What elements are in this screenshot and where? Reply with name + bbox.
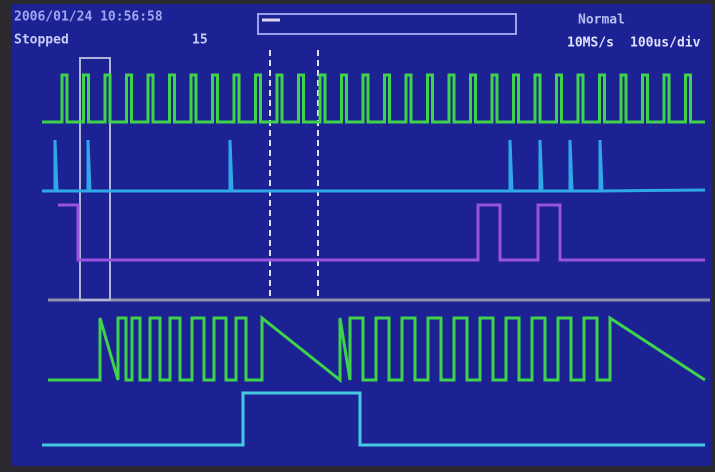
trace — [42, 391, 705, 447]
count: 15 — [192, 33, 208, 48]
trace — [42, 139, 706, 193]
traces — [42, 73, 706, 447]
record-bar — [257, 13, 517, 35]
sample-rate: 10MS/s — [567, 36, 614, 51]
trace — [42, 73, 705, 124]
time-div: 100us/div — [630, 36, 701, 51]
trace — [48, 314, 706, 384]
status: Stopped — [14, 33, 69, 48]
trace — [58, 203, 705, 262]
zoom-box — [79, 57, 111, 301]
mode: Normal — [578, 13, 625, 28]
timestamp: 2006/01/24 10:56:58 — [14, 10, 163, 25]
display — [12, 4, 712, 466]
